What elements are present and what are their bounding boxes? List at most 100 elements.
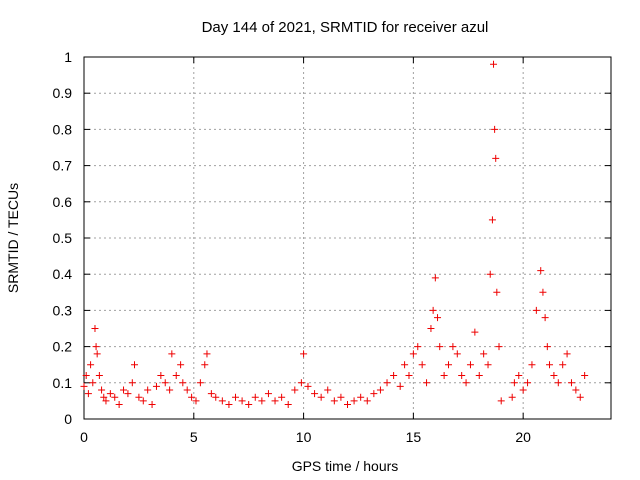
data-point [203, 350, 211, 358]
data-point [284, 401, 292, 409]
y-tick-label: 0.8 [53, 121, 73, 137]
y-tick-label: 0 [64, 411, 72, 427]
data-point [212, 393, 220, 401]
data-point [491, 125, 499, 133]
data-point [192, 397, 200, 405]
data-point [383, 379, 391, 387]
data-point [539, 288, 547, 296]
data-point [492, 154, 500, 162]
data-point [409, 350, 417, 358]
data-point [89, 379, 97, 387]
data-point [311, 390, 319, 398]
axis-ticks: 00.10.20.30.40.50.60.70.80.910 5 10 15 20 [53, 49, 611, 445]
y-tick-label: 0.1 [53, 375, 73, 391]
data-point [144, 386, 152, 394]
data-point [466, 361, 474, 369]
data-point [493, 288, 501, 296]
data-point [475, 372, 483, 380]
data-point [563, 350, 571, 358]
data-point [179, 379, 187, 387]
data-point [111, 393, 119, 401]
data-point [554, 379, 562, 387]
data-point [390, 372, 398, 380]
data-point [480, 350, 488, 358]
data-point [532, 306, 540, 314]
data-point [524, 379, 532, 387]
data-point [434, 314, 442, 322]
data-point [567, 379, 575, 387]
data-point [95, 372, 103, 380]
data-point [458, 372, 466, 380]
data-point [510, 379, 518, 387]
data-point [427, 325, 435, 332]
data-point [357, 393, 365, 401]
data-point [304, 382, 312, 390]
data-point [484, 361, 492, 369]
data-point [278, 393, 286, 401]
y-tick-label: 0.4 [53, 266, 73, 282]
data-point [264, 390, 272, 398]
data-point [87, 361, 95, 369]
data-point [440, 372, 448, 380]
grid-lines [84, 57, 611, 419]
chart-title: Day 144 of 2021, SRMTID for receiver azu… [202, 19, 489, 36]
y-tick-label: 0.5 [53, 230, 73, 246]
data-point [245, 401, 253, 409]
data-point [330, 397, 338, 405]
y-tick-label: 0.6 [53, 194, 73, 210]
data-point [177, 361, 185, 369]
data-point [418, 361, 426, 369]
x-axis-label: GPS time / hours [292, 458, 399, 474]
data-point [344, 401, 351, 409]
data-point [251, 393, 259, 401]
data-point [152, 382, 160, 390]
data-point [102, 397, 110, 405]
data-point [519, 386, 527, 394]
x-tick-label: 10 [296, 429, 312, 445]
x-tick-label: 20 [515, 429, 531, 445]
data-point [300, 350, 308, 358]
data-point [196, 379, 204, 387]
y-axis-label: SRMTID / TECUs [5, 183, 21, 293]
data-point [572, 386, 580, 394]
y-tick-label: 0.2 [53, 339, 73, 355]
data-point [172, 372, 180, 380]
data-point [495, 343, 503, 351]
data-point [363, 397, 371, 405]
data-point [232, 393, 240, 401]
data-point [414, 343, 422, 351]
data-point [490, 60, 498, 68]
data-point [225, 401, 233, 409]
data-point [120, 386, 128, 394]
data-point [431, 274, 439, 282]
data-point [537, 267, 545, 275]
data-point [238, 397, 246, 405]
data-point [291, 386, 299, 394]
data-point [337, 393, 345, 401]
data-point [429, 306, 437, 314]
data-point [139, 397, 147, 405]
data-point [92, 343, 100, 351]
data-point [128, 379, 136, 387]
data-point [84, 390, 92, 398]
data-point [207, 390, 215, 398]
data-point [271, 397, 279, 405]
data-point [546, 361, 554, 369]
data-point [405, 372, 413, 380]
data-point [188, 393, 196, 401]
data-point [453, 350, 461, 358]
x-tick-label: 5 [190, 429, 198, 445]
y-tick-label: 0.9 [53, 85, 73, 101]
y-tick-label: 0.3 [53, 302, 73, 318]
data-point [471, 328, 479, 336]
data-point [183, 386, 191, 394]
x-tick-label: 0 [80, 429, 88, 445]
data-point [124, 390, 132, 398]
data-point [497, 397, 505, 405]
data-point [436, 343, 444, 351]
data-point [82, 372, 90, 380]
data-point [100, 393, 108, 401]
data-point [297, 379, 305, 387]
data-point [98, 386, 106, 394]
